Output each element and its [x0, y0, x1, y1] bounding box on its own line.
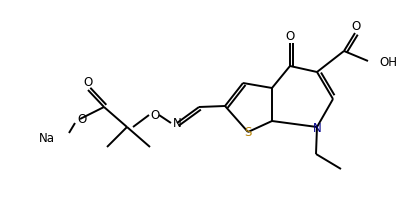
Text: OH: OH: [378, 55, 396, 68]
Text: O: O: [150, 109, 159, 122]
Text: Na: Na: [39, 132, 55, 145]
Text: S: S: [244, 126, 251, 139]
Text: N: N: [172, 117, 181, 130]
Text: O: O: [351, 20, 360, 33]
Text: O: O: [83, 76, 93, 89]
Text: O: O: [77, 113, 86, 126]
Text: N: N: [312, 121, 320, 134]
Text: O: O: [285, 30, 294, 43]
